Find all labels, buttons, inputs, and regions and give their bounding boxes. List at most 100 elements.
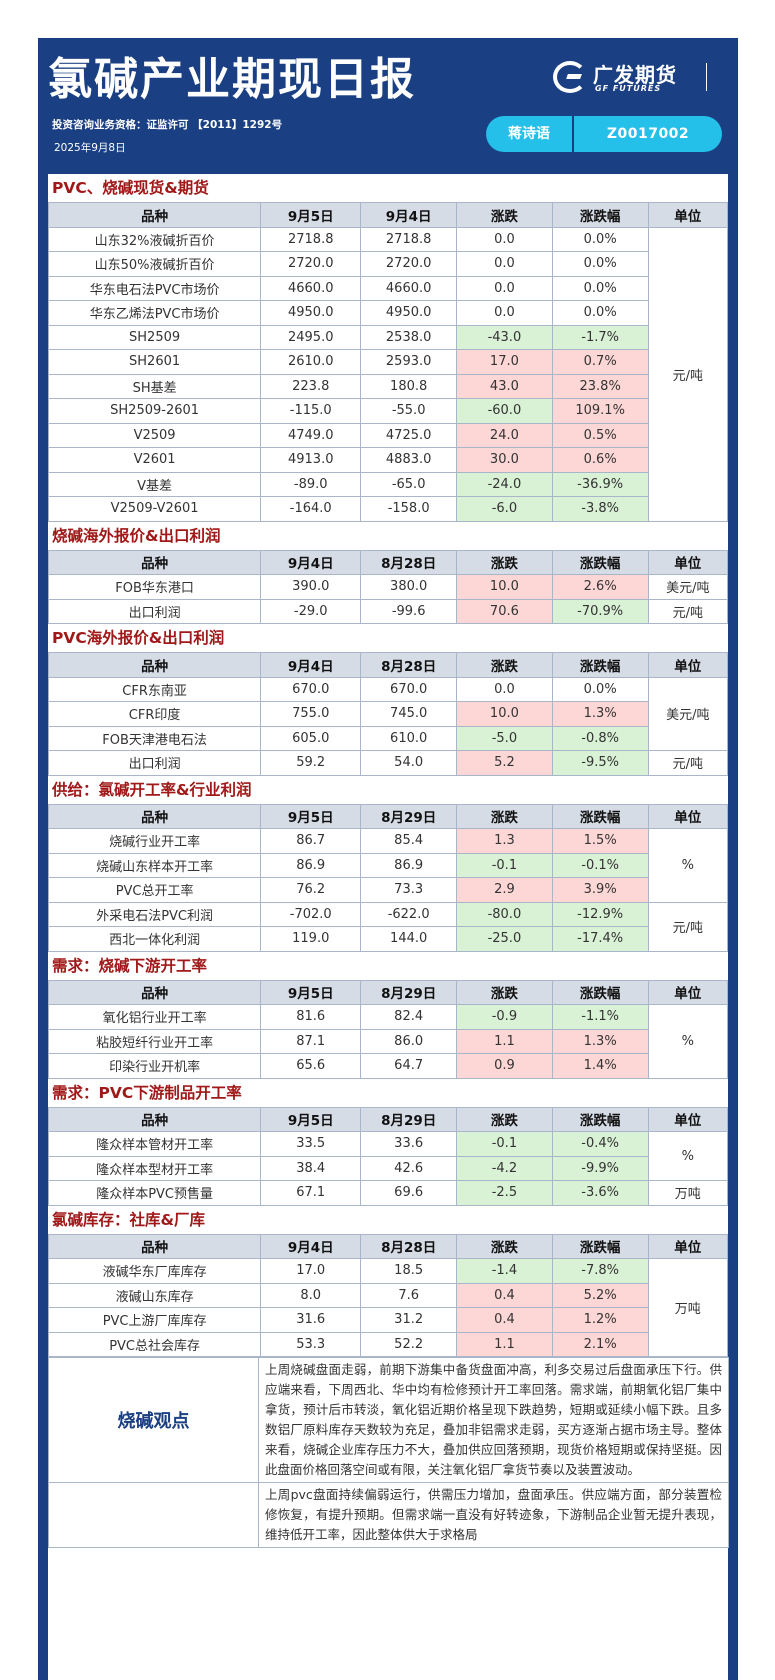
change-cell: -80.0 [456, 901, 553, 927]
change-cell: 0.0 [456, 676, 553, 702]
section-title: 需求：烧碱下游开工率 [52, 956, 208, 975]
table-row: SH基差 223.8 180.8 43.0 23.8% [47, 373, 728, 399]
value-previous-cell: 73.3 [360, 877, 458, 903]
item-name-cell: SH基差 [47, 373, 262, 399]
value-current-cell: 8.0 [260, 1282, 362, 1308]
views-table: 烧碱观点 上周烧碱盘面走弱，前期下游集中备货盘面冲高，利多交易过后盘面承压下行。供… [48, 1357, 729, 1548]
value-previous-cell: 85.4 [360, 828, 458, 854]
column-header: 8月28日 [360, 549, 458, 575]
change-pct-cell: 1.3% [551, 1028, 649, 1054]
change-cell: 0.0 [456, 251, 553, 277]
value-previous-cell: 4660.0 [360, 275, 458, 301]
item-name-cell: 山东32%液碱折百价 [47, 226, 262, 252]
data-table: 品种 9月4日 8月28日 涨跌 涨跌幅 单位 CFR东南亚 670.0 670.0 0.0 0.0… [47, 652, 729, 776]
table-row: 山东50%液碱折百价 2720.0 2720.0 0.0 0.0% [47, 251, 728, 277]
value-current-cell: 4913.0 [260, 447, 362, 473]
item-name-cell: 烧碱山东样本开工率 [47, 852, 262, 878]
change-cell: 1.3 [456, 828, 553, 854]
column-header: 8月28日 [360, 652, 458, 678]
view-row: 上周pvc盘面持续偏弱运行，供需压力增加，盘面承压。供应端方面，部分装置检修恢复… [48, 1482, 729, 1548]
column-header: 品种 [47, 1106, 262, 1132]
value-current-cell: 86.7 [260, 828, 362, 854]
unit-cell: 元/吨 [647, 901, 729, 952]
unit-cell: % [647, 828, 729, 903]
value-previous-cell: 86.0 [360, 1028, 458, 1054]
change-pct-cell: 0.0% [551, 251, 649, 277]
table-row: 外采电石法PVC利润 -702.0 -622.0 -80.0 -12.9% 元/吨 [47, 901, 729, 952]
value-current-cell: 223.8 [260, 373, 362, 399]
change-pct-cell: 0.0% [551, 226, 649, 252]
section-title: PVC、烧碱现货&期货 [52, 179, 209, 197]
column-header: 涨跌 [456, 202, 553, 228]
table-row: PVC上游厂库库存 31.6 31.2 0.4 1.2% [47, 1307, 728, 1333]
value-previous-cell: 7.6 [360, 1282, 458, 1308]
value-previous-cell: 86.9 [360, 852, 458, 878]
column-header: 涨跌 [456, 652, 553, 678]
table-row: CFR东南亚 670.0 670.0 0.0 0.0% 美元/吨 [47, 676, 729, 751]
change-cell: 2.9 [456, 877, 553, 903]
unit-cell: % [647, 1131, 729, 1181]
table-row: 山东32%液碱折百价 2718.8 2718.8 0.0 0.0% 元/吨 [47, 226, 729, 522]
item-name-cell: 西北一体化利润 [47, 926, 262, 952]
item-name-cell: FOB天津港电石法 [47, 725, 262, 751]
value-current-cell: 4749.0 [260, 422, 362, 448]
data-table: 品种 9月4日 8月28日 涨跌 涨跌幅 单位 液碱华东厂库库存 17.0 18.5 -1.4 -7… [47, 1233, 729, 1357]
change-cell: -0.1 [456, 852, 553, 878]
change-cell: 1.1 [456, 1331, 553, 1357]
change-pct-cell: 1.3% [551, 701, 649, 727]
column-header: 单位 [647, 652, 729, 678]
change-cell: -0.9 [456, 1004, 553, 1030]
item-name-cell: 液碱山东库存 [47, 1282, 262, 1308]
value-previous-cell: 2593.0 [360, 349, 458, 375]
change-cell: -25.0 [456, 926, 553, 952]
change-cell: 0.9 [456, 1053, 553, 1079]
value-current-cell: 390.0 [260, 574, 362, 600]
value-current-cell: -29.0 [260, 598, 362, 624]
column-header: 涨跌幅 [551, 652, 649, 678]
change-cell: 30.0 [456, 447, 553, 473]
change-cell: -60.0 [456, 398, 553, 424]
value-previous-cell: -55.0 [360, 398, 458, 424]
change-pct-cell: 1.2% [551, 1307, 649, 1333]
value-previous-cell: 42.6 [360, 1155, 458, 1181]
change-pct-cell: 109.1% [551, 398, 649, 424]
change-pct-cell: 2.1% [551, 1331, 649, 1357]
value-current-cell: 53.3 [260, 1331, 362, 1357]
change-cell: 10.0 [456, 574, 553, 600]
column-header: 单位 [647, 549, 729, 575]
change-pct-cell: 23.8% [551, 373, 649, 399]
table-row: 隆众样本PVC预售量 67.1 69.6 -2.5 -3.6% 万吨 [47, 1180, 729, 1206]
change-pct-cell: 0.6% [551, 447, 649, 473]
column-header: 9月4日 [260, 1233, 362, 1259]
change-cell: 0.4 [456, 1307, 553, 1333]
value-previous-cell: 4950.0 [360, 300, 458, 326]
value-previous-cell: 144.0 [360, 926, 458, 952]
value-current-cell: 2720.0 [260, 251, 362, 277]
report-content: PVC、烧碱现货&期货 品种 9月5日 9月4日 涨跌 涨跌幅 单位 山东32%液碱折百价 27… [38, 174, 738, 1680]
value-previous-cell: 4883.0 [360, 447, 458, 473]
item-name-cell: 粘胶短纤行业开工率 [47, 1028, 262, 1054]
value-previous-cell: 2538.0 [360, 324, 458, 350]
item-name-cell: V2509-V2601 [47, 496, 262, 522]
table-row: 华东乙烯法PVC市场价 4950.0 4950.0 0.0 0.0% [47, 300, 728, 326]
gf-futures-logo: 广发期货 GF FUTURES [553, 58, 713, 98]
value-previous-cell: 82.4 [360, 1004, 458, 1030]
column-header: 9月5日 [260, 202, 362, 228]
item-name-cell: 出口利润 [47, 598, 262, 624]
unit-cell: % [647, 1004, 729, 1079]
column-header: 涨跌 [456, 979, 553, 1005]
change-pct-cell: -12.9% [551, 901, 649, 927]
value-previous-cell: -65.0 [360, 471, 458, 497]
item-name-cell: 烧碱行业开工率 [47, 828, 262, 854]
value-current-cell: 4950.0 [260, 300, 362, 326]
item-name-cell: 隆众样本型材开工率 [47, 1155, 262, 1181]
table-row: 隆众样本型材开工率 38.4 42.6 -4.2 -9.9% [47, 1155, 728, 1181]
change-pct-cell: -1.7% [551, 324, 649, 350]
data-table: 品种 9月5日 8月29日 涨跌 涨跌幅 单位 烧碱行业开工率 86.7 85.4 1.3 1.5%… [47, 803, 729, 952]
change-pct-cell: 0.0% [551, 275, 649, 301]
gf-logo-icon [553, 61, 587, 93]
table-header-row: 品种 9月4日 8月28日 涨跌 涨跌幅 单位 [47, 549, 729, 575]
table-header-row: 品种 9月5日 8月29日 涨跌 涨跌幅 单位 [47, 1106, 729, 1132]
table-row: FOB华东港口 390.0 380.0 10.0 2.6% 美元/吨 [47, 574, 729, 600]
change-pct-cell: 0.7% [551, 349, 649, 375]
